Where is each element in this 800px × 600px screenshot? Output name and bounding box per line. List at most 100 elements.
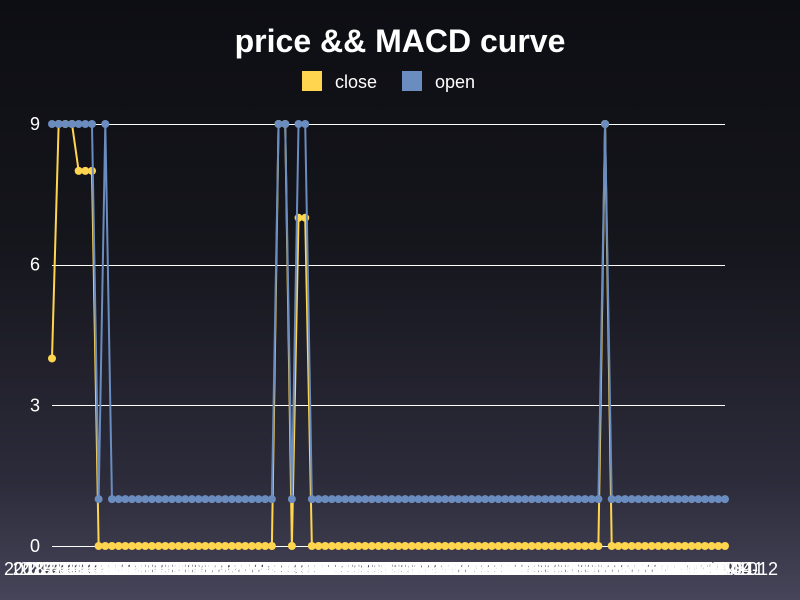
data-point-close[interactable] [207, 542, 216, 550]
data-point-close[interactable] [667, 542, 676, 550]
data-point-open[interactable] [261, 495, 270, 504]
data-point-close[interactable] [201, 542, 210, 550]
data-point-open[interactable] [347, 495, 356, 504]
data-point-open[interactable] [621, 495, 630, 504]
data-point-open[interactable] [447, 495, 456, 504]
data-point-open[interactable] [61, 120, 70, 128]
data-point-close[interactable] [594, 542, 603, 550]
data-point-open[interactable] [234, 495, 243, 504]
data-point-close[interactable] [454, 542, 463, 550]
data-point-close[interactable] [567, 542, 576, 550]
data-point-open[interactable] [147, 495, 156, 504]
data-point-open[interactable] [707, 495, 716, 504]
data-point-open[interactable] [67, 120, 76, 128]
data-point-close[interactable] [214, 542, 223, 550]
data-point-open[interactable] [574, 495, 583, 504]
data-point-close[interactable] [121, 542, 130, 550]
data-point-open[interactable] [214, 495, 223, 504]
data-point-close[interactable] [481, 542, 490, 550]
data-point-open[interactable] [561, 495, 570, 504]
data-point-open[interactable] [674, 495, 683, 504]
data-point-close[interactable] [507, 542, 516, 550]
data-point-close[interactable] [474, 542, 483, 550]
data-point-open[interactable] [227, 495, 236, 504]
data-point-close[interactable] [401, 542, 410, 550]
data-point-close[interactable] [681, 542, 690, 550]
data-point-close[interactable] [514, 542, 523, 550]
data-point-open[interactable] [394, 495, 403, 504]
data-point-open[interactable] [434, 495, 443, 504]
data-point-close[interactable] [721, 542, 729, 550]
data-point-open[interactable] [661, 495, 670, 504]
data-point-close[interactable] [167, 542, 176, 550]
data-point-close[interactable] [701, 542, 710, 550]
data-point-open[interactable] [221, 495, 230, 504]
data-point-open[interactable] [174, 495, 183, 504]
data-point-close[interactable] [421, 542, 430, 550]
data-point-open[interactable] [474, 495, 483, 504]
data-point-open[interactable] [581, 495, 590, 504]
data-point-open[interactable] [381, 495, 390, 504]
data-point-close[interactable] [521, 542, 530, 550]
data-point-open[interactable] [414, 495, 423, 504]
data-point-open[interactable] [94, 495, 103, 504]
data-point-open[interactable] [114, 495, 123, 504]
data-point-close[interactable] [427, 542, 436, 550]
data-point-close[interactable] [114, 542, 123, 550]
data-point-open[interactable] [454, 495, 463, 504]
data-point-open[interactable] [141, 495, 150, 504]
data-point-open[interactable] [181, 495, 190, 504]
data-point-open[interactable] [547, 495, 556, 504]
data-point-open[interactable] [321, 495, 330, 504]
data-point-open[interactable] [247, 495, 256, 504]
data-point-close[interactable] [714, 542, 723, 550]
data-point-close[interactable] [314, 542, 323, 550]
data-point-open[interactable] [427, 495, 436, 504]
data-point-close[interactable] [254, 542, 263, 550]
data-point-close[interactable] [241, 542, 250, 550]
data-point-close[interactable] [48, 354, 56, 363]
data-point-close[interactable] [247, 542, 256, 550]
data-point-close[interactable] [407, 542, 416, 550]
data-point-open[interactable] [267, 495, 276, 504]
data-point-close[interactable] [287, 542, 296, 550]
data-point-open[interactable] [287, 495, 296, 504]
data-point-open[interactable] [567, 495, 576, 504]
data-point-open[interactable] [541, 495, 550, 504]
data-point-open[interactable] [387, 495, 396, 504]
data-point-close[interactable] [441, 542, 450, 550]
data-point-close[interactable] [534, 542, 543, 550]
data-point-open[interactable] [201, 495, 210, 504]
data-point-close[interactable] [141, 542, 150, 550]
data-point-close[interactable] [627, 542, 636, 550]
data-point-open[interactable] [467, 495, 476, 504]
data-point-open[interactable] [667, 495, 676, 504]
data-point-close[interactable] [501, 542, 510, 550]
data-point-close[interactable] [154, 542, 163, 550]
data-point-open[interactable] [281, 120, 290, 128]
data-point-open[interactable] [554, 495, 563, 504]
data-point-close[interactable] [74, 166, 83, 175]
data-point-open[interactable] [134, 495, 143, 504]
data-point-close[interactable] [561, 542, 570, 550]
data-point-close[interactable] [621, 542, 630, 550]
data-point-close[interactable] [94, 542, 103, 550]
data-point-close[interactable] [101, 542, 110, 550]
data-point-open[interactable] [367, 495, 376, 504]
data-point-open[interactable] [587, 495, 596, 504]
data-point-open[interactable] [254, 495, 263, 504]
data-point-close[interactable] [447, 542, 456, 550]
data-point-close[interactable] [307, 542, 316, 550]
data-point-open[interactable] [327, 495, 336, 504]
data-point-open[interactable] [241, 495, 250, 504]
legend-item-close[interactable]: close [302, 71, 377, 92]
data-point-open[interactable] [501, 495, 510, 504]
data-point-close[interactable] [707, 542, 716, 550]
data-point-open[interactable] [681, 495, 690, 504]
data-point-open[interactable] [314, 495, 323, 504]
data-point-close[interactable] [227, 542, 236, 550]
data-point-open[interactable] [374, 495, 383, 504]
data-point-close[interactable] [687, 542, 696, 550]
data-point-close[interactable] [487, 542, 496, 550]
data-point-close[interactable] [647, 542, 656, 550]
